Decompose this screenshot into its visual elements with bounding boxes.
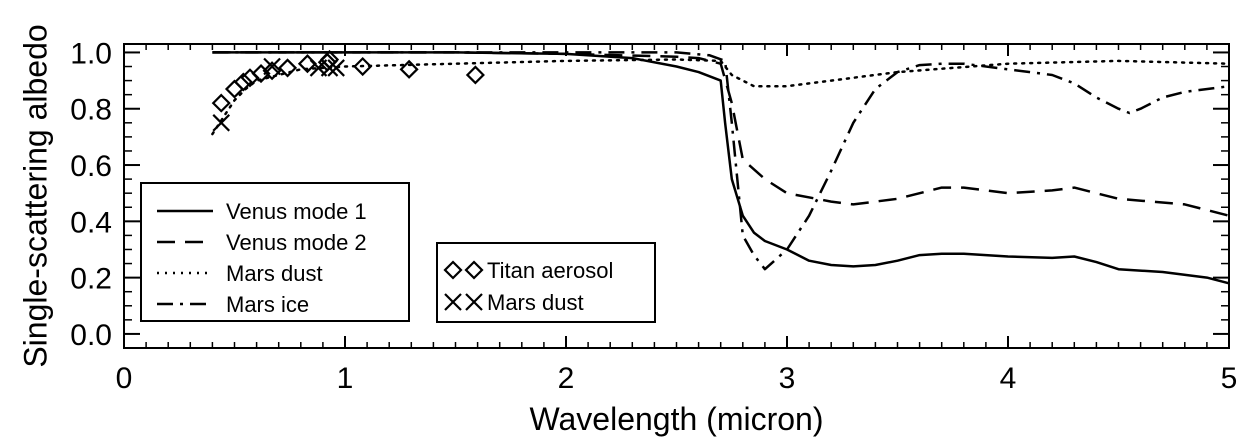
mars-dust-point — [212, 114, 231, 132]
x-tick-label: 3 — [779, 362, 796, 395]
x-tick-label: 4 — [1000, 362, 1017, 395]
x-tick-label: 1 — [337, 362, 354, 395]
x-axis-title: Wavelength (micron) — [529, 401, 823, 437]
y-tick-label: 0.0 — [70, 319, 112, 352]
mars-dust-point — [320, 59, 339, 77]
legend-diamond-symbol — [464, 260, 484, 280]
marker-legend-box — [436, 242, 656, 323]
legend-lines: Venus mode 1 Venus mode 2 Mars dust Mars ic… — [140, 182, 410, 322]
marker-legend-label: Mars dust — [487, 290, 584, 315]
legend-label: Venus mode 2 — [226, 230, 367, 255]
y-tick-label: 0.8 — [70, 94, 112, 127]
marker-layer — [211, 49, 485, 132]
legend-cross-symbol — [465, 293, 483, 311]
titan-aerosol-point — [211, 93, 231, 113]
legend-markers: Titan aerosol Mars dust — [436, 242, 656, 323]
y-tick-label: 0.2 — [70, 263, 112, 296]
legend-label: Venus mode 1 — [226, 199, 367, 224]
titan-aerosol-point — [465, 65, 485, 85]
series-layer — [211, 51, 1231, 285]
x-tick-label: 2 — [558, 362, 575, 395]
y-axis: 0.0 0.2 0.4 0.6 0.8 1.0 — [70, 37, 1229, 352]
y-axis-title: Single-scattering albedo — [17, 24, 53, 367]
x-tick-label: 5 — [1221, 362, 1238, 395]
mars-dust-point — [327, 59, 345, 77]
y-tick-label: 0.6 — [70, 150, 112, 183]
titan-aerosol-point — [233, 72, 253, 92]
marker-legend-label: Titan aerosol — [487, 258, 613, 283]
x-tick-label: 0 — [116, 362, 133, 395]
y-tick-label: 0.4 — [70, 206, 112, 239]
series-venus-mode-2-line — [212, 51, 1230, 217]
legend-label: Mars dust — [226, 261, 323, 286]
titan-aerosol-point — [399, 59, 419, 79]
legend-box — [140, 182, 410, 322]
legend-cross-symbol — [444, 293, 462, 311]
y-tick-label: 1.0 — [70, 37, 112, 70]
titan-aerosol-point — [353, 56, 373, 77]
series-mars-ice-line — [212, 51, 1230, 271]
series-venus-mode-1-line — [212, 51, 1230, 285]
legend-diamond-symbol — [443, 260, 463, 280]
legend-label: Mars ice — [226, 292, 309, 317]
series-mars-dust-line — [211, 58, 1231, 136]
titan-aerosol-point — [262, 61, 282, 81]
mars-dust-point — [263, 57, 281, 76]
titan-aerosol-point — [319, 49, 340, 70]
x-axis: 0 1 2 3 4 5 — [116, 44, 1238, 395]
titan-aerosol-point — [277, 58, 298, 78]
